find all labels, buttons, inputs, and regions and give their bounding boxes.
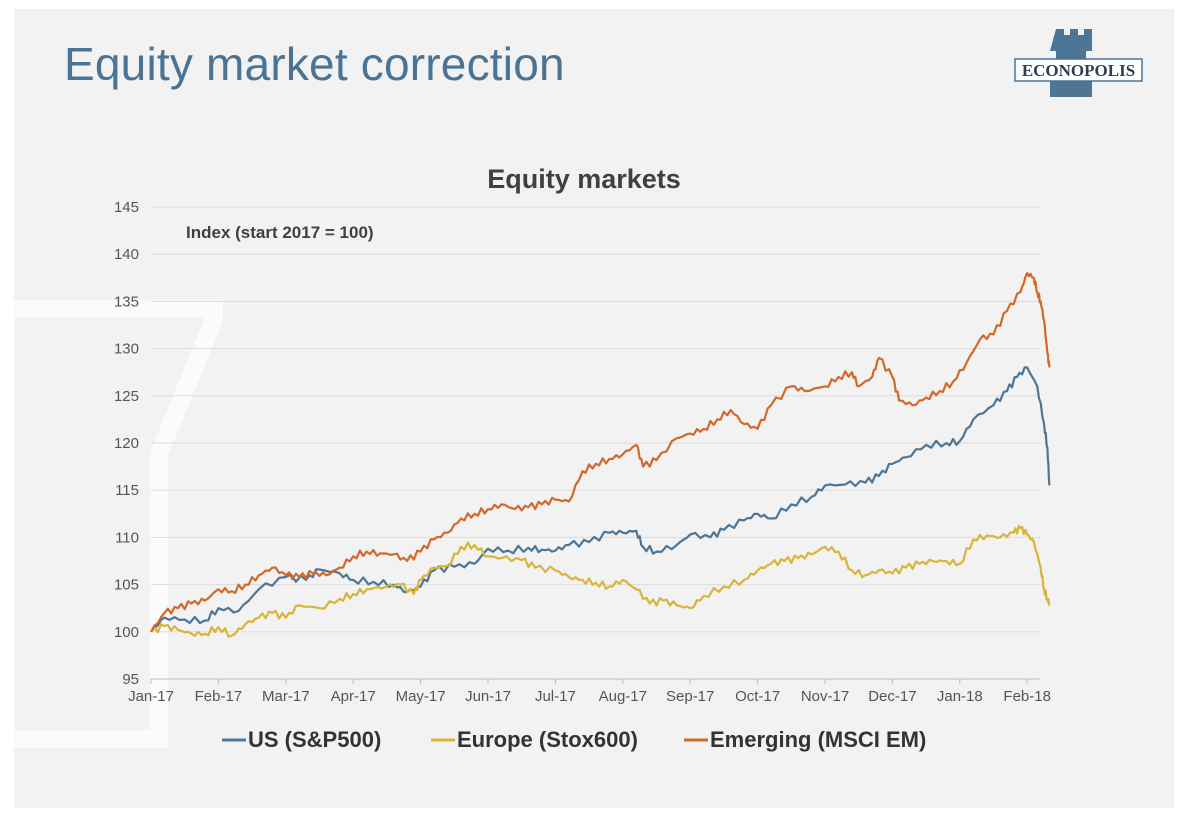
y-tick-label: 125 [114,388,139,405]
series-line-0 [150,366,1051,633]
x-tick-label: Jan-17 [128,688,174,705]
x-tick-label: Jun-17 [465,688,511,705]
chart-title: Equity markets [487,164,681,194]
legend-label-2: Emerging (MSCI EM) [710,727,926,752]
chart-annotation: Index (start 2017 = 100) [186,223,374,242]
x-tick-label: Jan-18 [937,688,983,705]
y-axis: 95 100 105 110 115 120 125 130 135 140 145 [114,199,139,688]
slide: Equity market correction ECONOPOLIS Equi… [14,9,1174,808]
legend: US (S&P500) Europe (Stox600) Emerging (MSC… [222,727,926,752]
y-tick-label: 105 [114,577,139,594]
background-watermark [14,300,223,748]
x-tick-label: Jul-17 [535,688,576,705]
legend-label-0: US (S&P500) [248,727,381,752]
x-tick-label: Feb-17 [195,688,243,705]
series [150,272,1051,638]
x-tick-label: Aug-17 [599,688,647,705]
x-tick-label: Apr-17 [331,688,376,705]
x-tick-label: Feb-18 [1003,688,1051,705]
grid [151,206,1040,680]
x-tick-label: Dec-17 [868,688,916,705]
y-tick-label: 110 [115,529,139,546]
series-line-1 [150,525,1051,638]
legend-label-1: Europe (Stox600) [457,727,638,752]
chart: Equity markets 95 100 105 110 115 120 125 130 13… [14,164,1051,752]
y-tick-label: 140 [114,246,139,263]
logo-text: ECONOPOLIS [1022,61,1135,80]
x-tick-label: May-17 [396,688,446,705]
econopolis-logo-icon: ECONOPOLIS [1014,29,1143,97]
y-tick-label: 95 [122,671,139,688]
econopolis-logo: ECONOPOLIS [1014,29,1146,101]
x-tick-label: Nov-17 [801,688,849,705]
y-tick-label: 145 [114,199,139,216]
page-title: Equity market correction [64,38,565,90]
x-tick-label: Sep-17 [666,688,714,705]
x-tick-label: Mar-17 [262,688,310,705]
y-tick-label: 115 [115,482,139,499]
x-axis: Jan-17 Feb-17 Mar-17 Apr-17 May-17 Jun-17 Jul-… [128,679,1051,705]
series-line-2 [150,272,1051,633]
x-tick-label: Oct-17 [735,688,780,705]
y-tick-label: 120 [114,435,139,452]
y-tick-label: 100 [114,624,139,641]
y-tick-label: 130 [114,341,139,358]
y-tick-label: 135 [114,293,139,310]
